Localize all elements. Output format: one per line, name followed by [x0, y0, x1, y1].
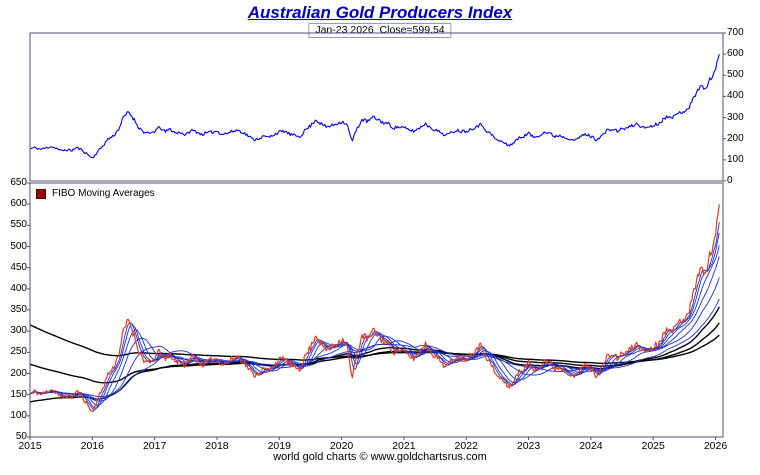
top-axis-tick-label: 500 [727, 69, 744, 81]
bottom-axis-tick-label: 100 [10, 409, 27, 421]
x-axis-tick-label: 2022 [454, 440, 478, 452]
bottom-axis-tick-label: 400 [10, 282, 27, 294]
bottom-axis-tick-label: 200 [10, 367, 27, 379]
x-axis-tick-label: 2025 [641, 440, 665, 452]
top-axis-tick-label: 400 [727, 90, 744, 102]
top-axis-tick-label: 200 [727, 132, 744, 144]
bottom-axis-tick-label: 450 [10, 261, 27, 273]
bottom-axis-tick-label: 350 [10, 304, 27, 315]
bottom-axis-tick-label: 600 [10, 198, 27, 210]
top-axis-tick-label: 100 [727, 153, 744, 165]
x-axis-tick-label: 2020 [329, 440, 354, 452]
bottom-axis-tick-label: 500 [10, 240, 27, 252]
bottom-axis-tick-label: 550 [10, 219, 27, 231]
top-axis-tick-label: 600 [727, 48, 744, 60]
legend-marker-icon [36, 188, 46, 199]
x-axis-tick-label: 2026 [703, 440, 728, 452]
x-axis-tick-label: 2018 [205, 440, 229, 452]
bottom-axis-tick-label: 300 [10, 325, 27, 337]
bottom-axis-tick-label: 250 [10, 346, 27, 358]
bottom-axis-tick-label: 50 [15, 431, 27, 442]
top-axis-tick-label: 700 [727, 27, 744, 38]
x-axis-tick-label: 2023 [516, 440, 541, 452]
footer-credit: world gold charts © www.goldchartsrus.co… [273, 451, 487, 463]
x-axis-tick-label: 2015 [18, 440, 42, 452]
bottom-axis-tick-label: 650 [10, 177, 27, 188]
top-axis-tick-label: 0 [727, 175, 733, 186]
fibo-legend: FIBO Moving Averages [36, 188, 155, 199]
x-axis-tick-label: 2016 [80, 440, 104, 452]
x-axis-tick-label: 2017 [142, 440, 167, 452]
legend-label: FIBO Moving Averages [52, 188, 155, 199]
x-axis-tick-label: 2024 [579, 440, 603, 452]
top-axis-tick-label: 300 [727, 111, 744, 123]
x-axis-tick-label: 2019 [267, 440, 291, 452]
x-axis-tick-label: 2021 [392, 440, 416, 452]
bottom-axis-tick-label: 150 [10, 388, 27, 400]
